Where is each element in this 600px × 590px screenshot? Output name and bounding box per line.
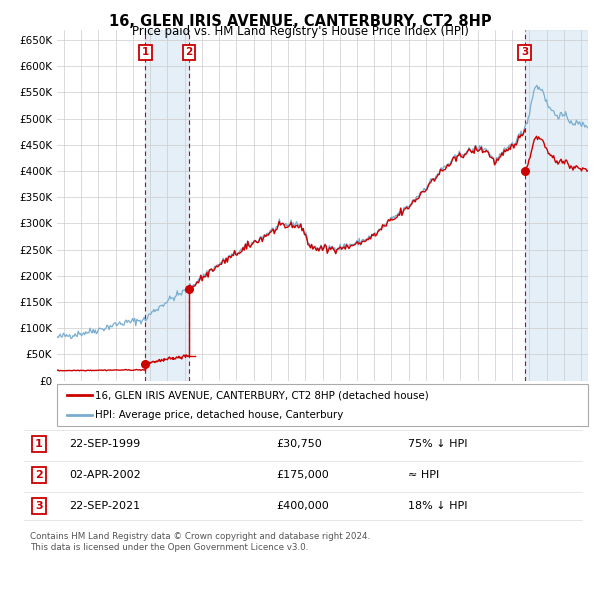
Text: Price paid vs. HM Land Registry's House Price Index (HPI): Price paid vs. HM Land Registry's House … xyxy=(131,25,469,38)
Text: 2: 2 xyxy=(185,47,193,57)
Text: 2: 2 xyxy=(35,470,43,480)
Bar xyxy=(145,30,189,381)
Text: Contains HM Land Registry data © Crown copyright and database right 2024.
This d: Contains HM Land Registry data © Crown c… xyxy=(30,532,370,552)
Text: 1: 1 xyxy=(142,47,149,57)
Text: 3: 3 xyxy=(521,47,529,57)
FancyBboxPatch shape xyxy=(57,384,588,426)
Text: 1: 1 xyxy=(35,439,43,448)
Text: £30,750: £30,750 xyxy=(276,439,322,448)
Text: 16, GLEN IRIS AVENUE, CANTERBURY, CT2 8HP (detached house): 16, GLEN IRIS AVENUE, CANTERBURY, CT2 8H… xyxy=(95,391,429,401)
Text: £175,000: £175,000 xyxy=(276,470,329,480)
Text: 75% ↓ HPI: 75% ↓ HPI xyxy=(408,439,467,448)
Text: 02-APR-2002: 02-APR-2002 xyxy=(69,470,141,480)
Bar xyxy=(524,30,588,381)
Text: 22-SEP-1999: 22-SEP-1999 xyxy=(69,439,140,448)
Text: ≈ HPI: ≈ HPI xyxy=(408,470,439,480)
Text: £400,000: £400,000 xyxy=(276,501,329,510)
Text: HPI: Average price, detached house, Canterbury: HPI: Average price, detached house, Cant… xyxy=(95,409,344,419)
Text: 16, GLEN IRIS AVENUE, CANTERBURY, CT2 8HP: 16, GLEN IRIS AVENUE, CANTERBURY, CT2 8H… xyxy=(109,14,491,28)
Text: 22-SEP-2021: 22-SEP-2021 xyxy=(69,501,140,510)
Text: 18% ↓ HPI: 18% ↓ HPI xyxy=(408,501,467,510)
Text: 3: 3 xyxy=(35,501,43,510)
